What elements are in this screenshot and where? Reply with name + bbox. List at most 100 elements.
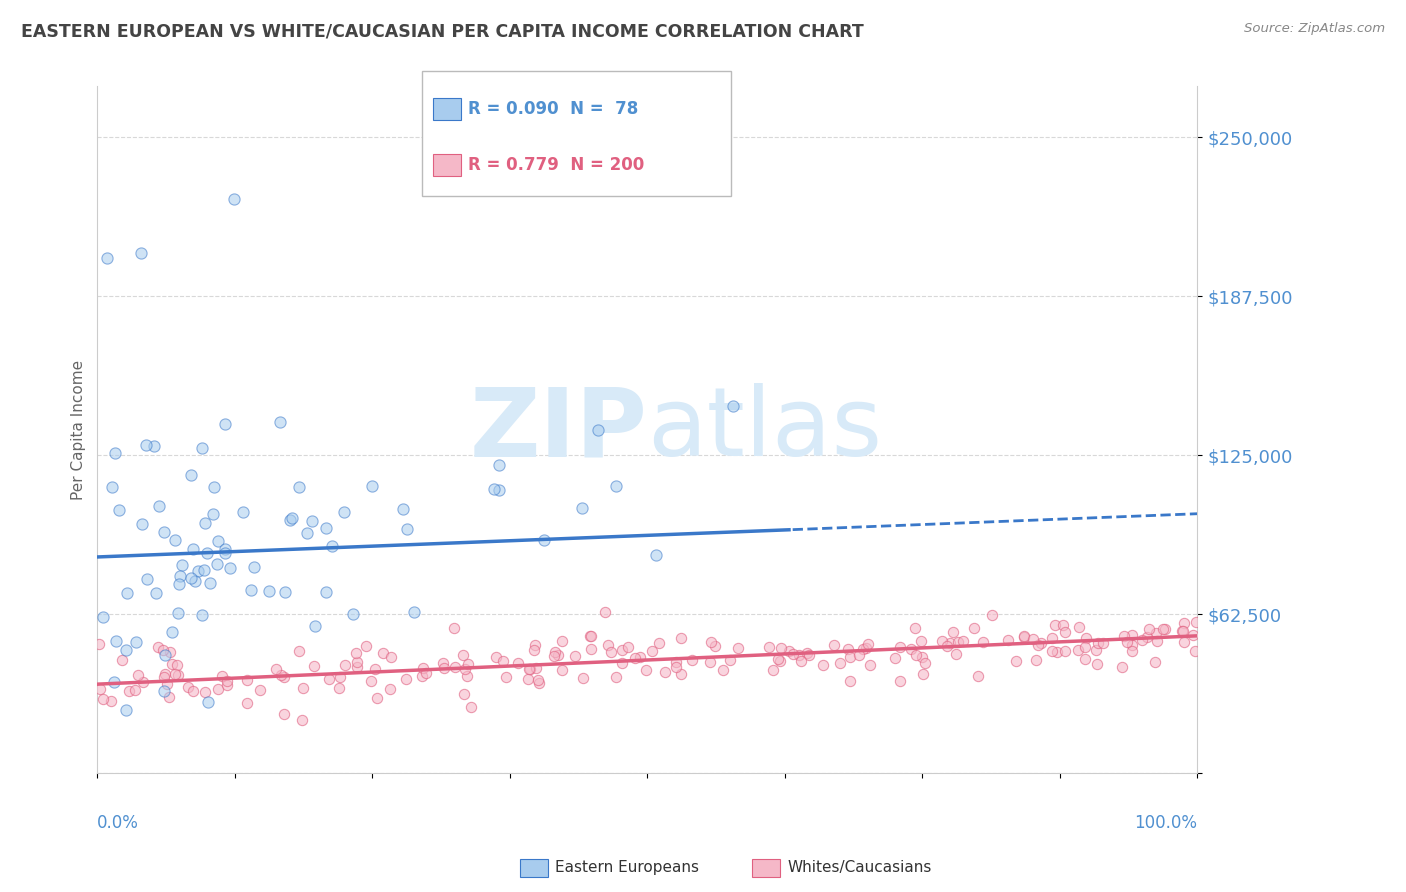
Point [457,657,479,672]
Point [104,633,127,648]
Point [159,645,181,659]
Point [904,621,927,635]
Point [1085,657,1108,672]
Point [411,669,433,683]
Point [115,585,138,599]
Point [354,639,377,653]
Point [207,533,229,548]
Point [828,656,851,670]
Point [1130,633,1153,648]
Point [404,605,426,619]
Point [378,681,401,696]
Point [488,483,510,497]
Point [153,670,176,684]
Point [328,681,350,695]
Point [444,660,467,674]
Point [823,638,845,652]
Point [215,674,238,689]
Point [972,635,994,649]
Point [270,668,292,682]
Point [451,648,474,662]
Point [181,684,204,698]
Point [644,549,666,563]
Point [648,636,671,650]
Point [910,634,932,648]
Point [1084,643,1107,657]
Point [1052,618,1074,632]
Point [156,677,179,691]
Point [163,533,186,548]
Point [152,684,174,698]
Point [125,635,148,649]
Point [157,690,180,704]
Point [1146,634,1168,648]
Point [579,630,602,644]
Point [222,192,245,206]
Point [249,683,271,698]
Point [1112,629,1135,643]
Point [1012,629,1035,643]
Point [333,658,356,673]
Point [1046,645,1069,659]
Point [997,633,1019,648]
Point [111,653,134,667]
Point [456,669,478,683]
Point [346,660,368,674]
Point [839,673,862,688]
Point [1137,623,1160,637]
Point [214,417,236,431]
Point [136,572,159,586]
Point [523,638,546,652]
Point [127,668,149,682]
Point [214,546,236,560]
Point [89,681,111,696]
Point [214,541,236,556]
Point [202,480,225,494]
Point [1121,639,1143,653]
Point [129,246,152,260]
Point [910,650,932,665]
Point [527,676,550,690]
Point [342,607,364,621]
Point [195,546,218,560]
Point [273,706,295,721]
Point [118,683,141,698]
Point [1173,615,1195,630]
Point [654,665,676,680]
Point [605,479,627,493]
Point [1182,627,1205,641]
Point [1069,620,1091,634]
Point [131,675,153,690]
Point [681,653,703,667]
Point [162,624,184,639]
Point [1091,636,1114,650]
Point [360,673,382,688]
Point [96,251,118,265]
Point [727,640,749,655]
Point [180,571,202,585]
Point [883,650,905,665]
Point [415,665,437,680]
Point [395,522,418,536]
Point [89,638,111,652]
Point [911,667,934,681]
Point [1152,623,1174,637]
Point [641,643,664,657]
Point [183,574,205,588]
Point [665,659,688,673]
Point [564,648,586,663]
Point [346,655,368,669]
Point [153,648,176,662]
Point [280,513,302,527]
Point [1111,660,1133,674]
Point [183,541,205,556]
Point [295,526,318,541]
Point [699,655,721,669]
Point [146,640,169,654]
Point [197,695,219,709]
Point [91,692,114,706]
Point [572,671,595,685]
Point [593,605,616,619]
Point [770,640,793,655]
Point [191,441,214,455]
